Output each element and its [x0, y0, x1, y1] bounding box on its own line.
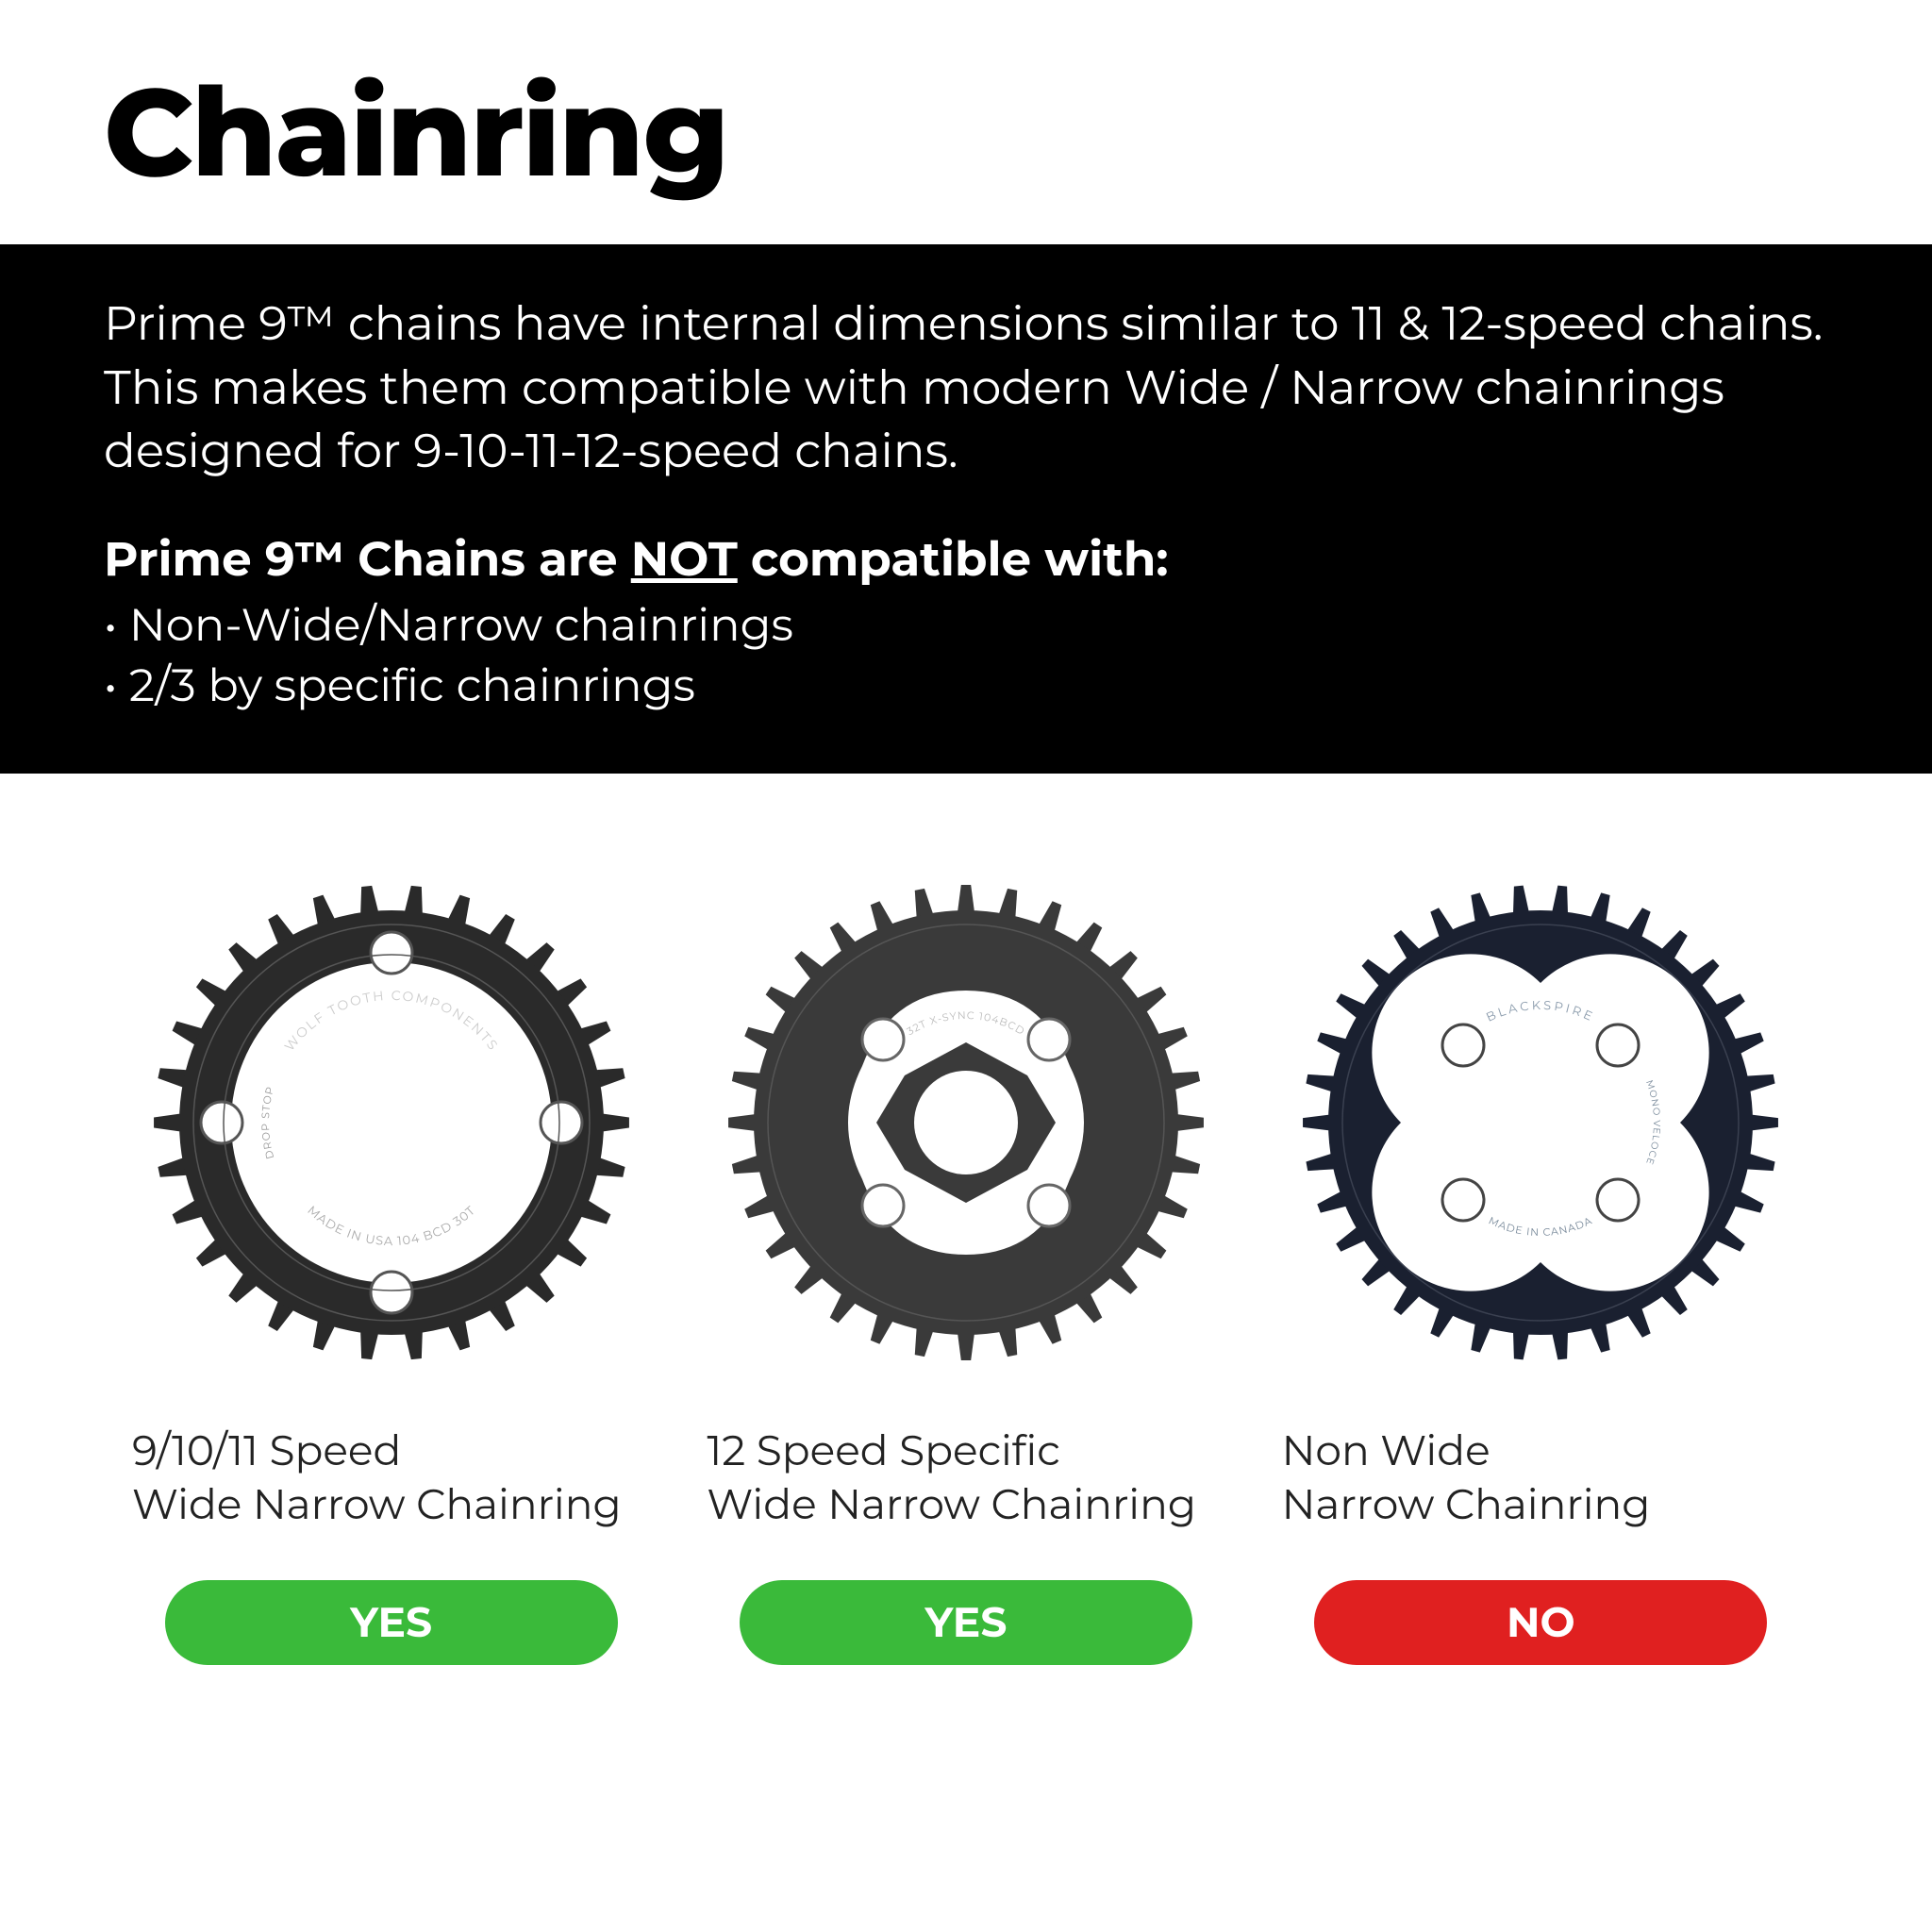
chainrings-row: WOLF TOOTH COMPONENTS MADE IN USA 104 BC… [0, 868, 1932, 1665]
incompat-heading: Prime 9™ Chains are NOT compatible with: [104, 530, 1828, 588]
chainring-label-3: Non Wide Narrow Chainring [1282, 1424, 1651, 1533]
label-line1: Non Wide [1282, 1425, 1491, 1476]
gear-icon-four-arm: BLACKSPIRE MADE IN CANADA MONO VELOCE [1295, 877, 1786, 1368]
label-line2: Wide Narrow Chainring [707, 1479, 1196, 1530]
chainring-item-3: BLACKSPIRE MADE IN CANADA MONO VELOCE No… [1282, 868, 1800, 1665]
incompat-bullets: Non-Wide/Narrow chainrings 2/3 by specif… [104, 595, 1828, 718]
label-line1: 12 Speed Specific [707, 1425, 1060, 1476]
gear-icon-wide-spider: 32T X-SYNC 104BCD [721, 877, 1211, 1368]
incompat-not: NOT [631, 530, 738, 588]
info-box: Prime 9™ chains have internal dimensions… [0, 244, 1932, 774]
label-line2: Wide Narrow Chainring [132, 1479, 622, 1530]
incompat-suffix: compatible with: [738, 530, 1169, 588]
gear-icon-narrow-ring: WOLF TOOTH COMPONENTS MADE IN USA 104 BC… [146, 877, 637, 1368]
chainring-image-3: BLACKSPIRE MADE IN CANADA MONO VELOCE [1282, 868, 1800, 1377]
badge-yes-2: YES [740, 1580, 1192, 1665]
badge-no: NO [1314, 1580, 1767, 1665]
chainring-item-1: WOLF TOOTH COMPONENTS MADE IN USA 104 BC… [132, 868, 650, 1665]
chainring-item-2: 32T X-SYNC 104BCD 12 Speed Specific Wide… [707, 868, 1224, 1665]
label-line2: Narrow Chainring [1282, 1479, 1651, 1530]
incompat-prefix: Prime 9™ Chains are [104, 530, 631, 588]
bullet-item: 2/3 by specific chainrings [104, 656, 1828, 717]
label-line1: 9/10/11 Speed [132, 1425, 401, 1476]
chainring-label-2: 12 Speed Specific Wide Narrow Chainring [707, 1424, 1196, 1533]
chainring-image-1: WOLF TOOTH COMPONENTS MADE IN USA 104 BC… [132, 868, 650, 1377]
chainring-label-1: 9/10/11 Speed Wide Narrow Chainring [132, 1424, 622, 1533]
bullet-item: Non-Wide/Narrow chainrings [104, 595, 1828, 657]
info-paragraph: Prime 9™ chains have internal dimensions… [104, 291, 1828, 483]
chainring-image-2: 32T X-SYNC 104BCD [707, 868, 1224, 1377]
page-title: Chainring [0, 0, 1932, 244]
badge-yes-1: YES [165, 1580, 618, 1665]
